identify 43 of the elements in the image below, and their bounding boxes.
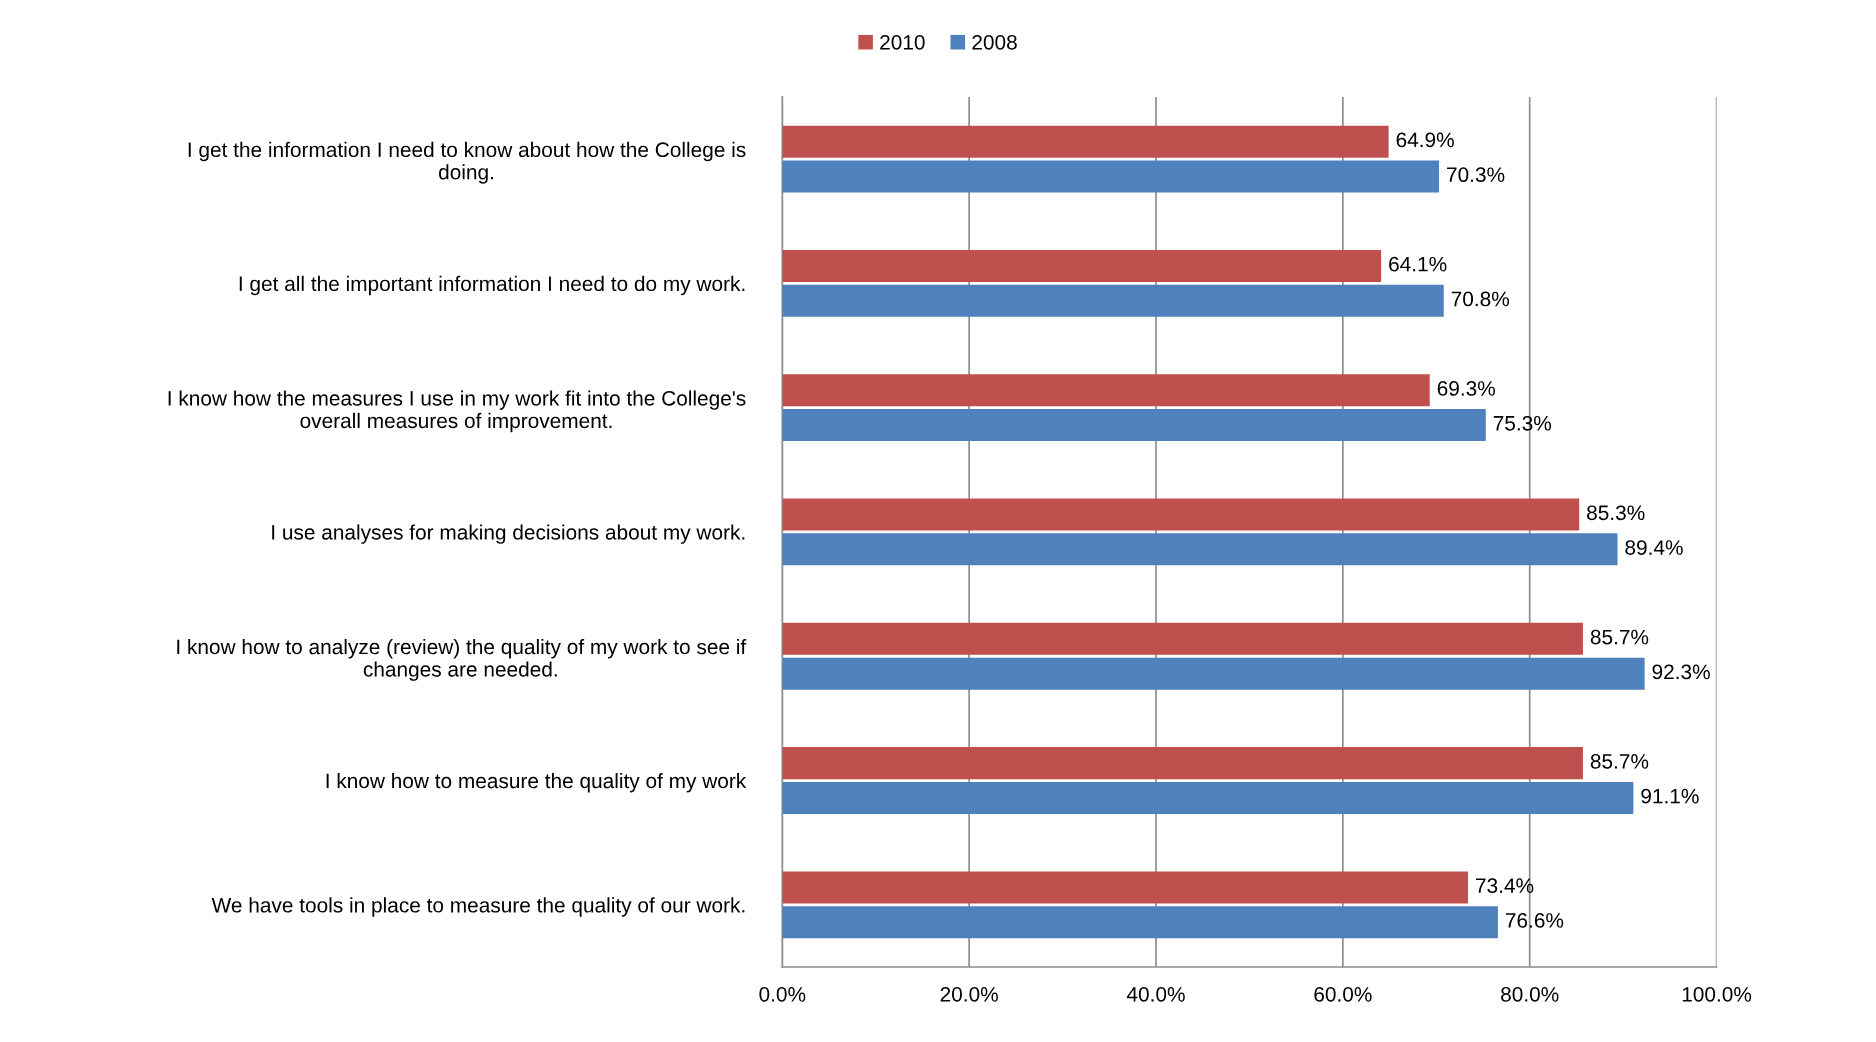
y-tick-label: I get all the important information I need to do my work. [239, 275, 745, 296]
bar [782, 622, 1583, 655]
data-label: 89.4% [1625, 540, 1683, 555]
bar [782, 747, 1583, 780]
bar [782, 498, 1580, 531]
x-tick-label: 60.0% [1314, 986, 1372, 1002]
bar [782, 871, 1469, 904]
data-label: 70.3% [1447, 167, 1505, 183]
y-tick-label: I know how to measure the quality of my work [326, 772, 747, 793]
bar [782, 657, 1645, 690]
x-tick-label: 0.0% [759, 986, 806, 1002]
bar [782, 160, 1440, 193]
data-label: 64.1% [1389, 256, 1447, 272]
data-label: 85.7% [1590, 629, 1649, 645]
y-tick-label: I use analyses for making decisions about my work. [272, 524, 745, 544]
data-label: 64.9% [1396, 132, 1454, 148]
bar [782, 284, 1444, 317]
bar [782, 125, 1389, 158]
data-label: 69.3% [1437, 381, 1495, 396]
bar [782, 249, 1382, 282]
bar [782, 906, 1498, 939]
x-tick-label: 80.0% [1501, 986, 1559, 1002]
data-label: 92.3% [1652, 664, 1710, 680]
data-label: 85.3% [1587, 505, 1645, 521]
y-tick-label: I get the information I need to know about how the College is doing. [188, 141, 746, 184]
bar [782, 409, 1486, 442]
data-label: 70.8% [1451, 291, 1510, 307]
data-label: 76.6% [1505, 913, 1564, 928]
x-tick-label: 40.0% [1126, 986, 1185, 1002]
y-tick-label: We have tools in place to measure the quality of our work. [211, 897, 745, 917]
data-label: 75.3% [1493, 415, 1552, 431]
y-tick-label: I know how to analyze (review) the quality of my work to see if changes are needed. [177, 638, 747, 681]
data-label: 85.7% [1590, 753, 1649, 769]
data-label: 73.4% [1476, 878, 1534, 894]
y-tick-label: I know how the measures I use in my work fit into the College's overall measures of improvement. [168, 390, 746, 433]
bar [782, 533, 1618, 566]
bar [782, 781, 1634, 814]
data-label: 91.1% [1641, 788, 1699, 804]
bar [782, 374, 1430, 407]
x-tick-label: 20.0% [940, 986, 998, 1002]
legend-label: 2008 [972, 34, 1017, 50]
legend-label: 2010 [880, 34, 925, 50]
x-tick-label: 100.0% [1682, 986, 1752, 1002]
